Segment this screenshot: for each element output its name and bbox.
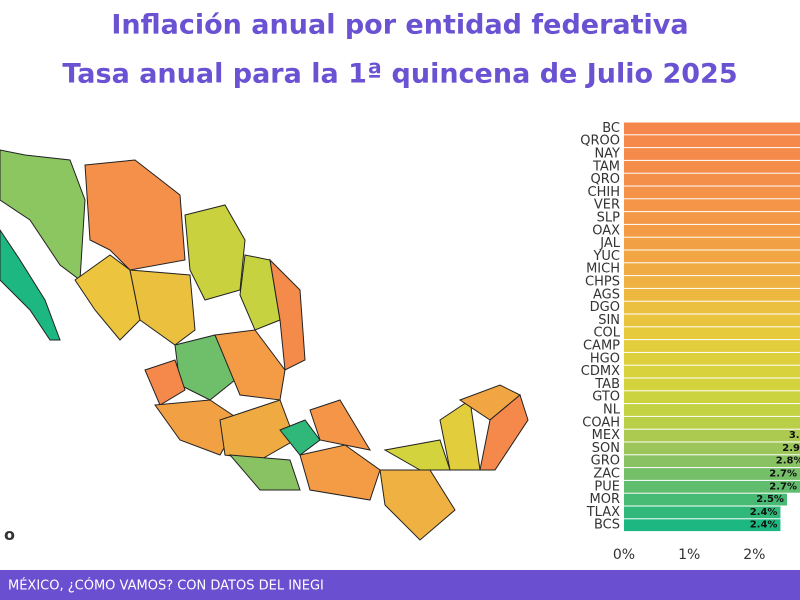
map [0,149,529,541]
bar [624,160,800,173]
y-tick-label: BCS [594,518,620,533]
bar [624,352,800,365]
state [309,399,372,451]
y-tick-label: YUC [592,249,620,264]
y-tick-label: QROO [580,134,620,149]
value-label: 2.9% [782,443,800,454]
bar [624,468,800,480]
y-tick-label: CHPS [585,275,620,290]
state [184,204,246,301]
value-label: 2.7% [769,469,797,480]
bar [624,276,800,288]
chart-title: Inflación anual por entidad federativa [111,10,688,41]
y-tick-label: TAM [592,159,620,174]
bar [624,301,800,314]
bar [624,378,800,391]
y-tick-label: TAB [594,377,620,392]
bar [624,199,800,212]
y-tick-label: GRO [591,454,620,469]
bar [624,519,781,532]
bar [624,212,800,224]
y-tick-label: NAY [594,147,620,162]
state [379,469,456,541]
bar [624,314,800,327]
bar [624,288,800,301]
value-label: 2.7% [769,481,797,492]
state [129,269,196,346]
state [383,439,451,471]
y-tick-label: AGS [593,287,620,302]
bar [624,340,800,352]
footer-bar [0,570,800,600]
source: MÉXICO, ¿CÓMO VAMOS? CON DATOS DEL INEGI [8,578,324,594]
state [479,394,529,471]
y-tick-label: HGO [590,351,620,366]
y-tick-label: DGO [590,300,620,315]
logo: o [4,525,15,544]
bar [624,122,800,135]
bar [624,506,781,519]
y-tick-label: SIN [598,313,620,328]
x-tick-label: 2% [743,547,765,563]
y-tick-label: BC [602,121,620,136]
bar [624,442,800,455]
x-tick-label: 1% [678,547,700,563]
y-tick-label: PUE [594,479,620,494]
bar [624,455,800,468]
state [144,359,186,406]
value-label: 3.0% [789,430,800,441]
y-tick-label: TLAX [586,505,620,520]
bar [624,429,800,442]
bar [624,493,787,506]
y-tick-label: SON [592,441,620,456]
bar [624,416,800,429]
state [219,399,296,461]
value-label: 2.5% [756,494,784,505]
y-tick-label: MICH [586,262,620,277]
state [269,258,306,371]
y-tick-label: MOR [590,492,620,507]
y-tick-label: MEX [592,428,620,443]
y-tick-label: SLP [597,211,620,226]
y-tick-label: CDMX [581,364,620,379]
y-tick-label: JAL [599,236,620,251]
bar [624,135,800,148]
chart-subtitle: Tasa anual para la 1ª quincena de Julio … [62,59,737,90]
bar [624,391,800,404]
x-tick-label: 0% [613,547,635,563]
state [239,254,281,331]
bar [624,173,800,186]
value-label: 2.4% [750,520,778,531]
y-tick-label: GTO [592,390,620,405]
bar [624,327,800,340]
bar [624,186,800,199]
y-tick-label: CHIH [588,185,620,200]
y-tick-label: NL [603,403,621,418]
y-tick-label: OAX [592,223,620,238]
bar [624,148,800,160]
bar [624,250,800,263]
bar [624,237,800,250]
state [214,329,286,401]
y-tick-label: VER [594,198,620,213]
bar [624,365,800,378]
y-tick-label: ZAC [593,467,620,482]
y-tick-label: CAMP [583,339,620,354]
bar [624,404,800,416]
bar [624,224,800,237]
value-label: 2.8% [776,456,800,467]
y-tick-label: QRO [591,172,621,187]
y-tick-label: COAH [582,415,620,430]
state [299,444,381,501]
state [228,454,301,491]
state [0,229,61,341]
value-label: 2.4% [750,507,778,518]
state [84,159,186,271]
y-tick-label: COL [593,326,620,341]
bar [624,263,800,276]
bar [624,480,800,493]
